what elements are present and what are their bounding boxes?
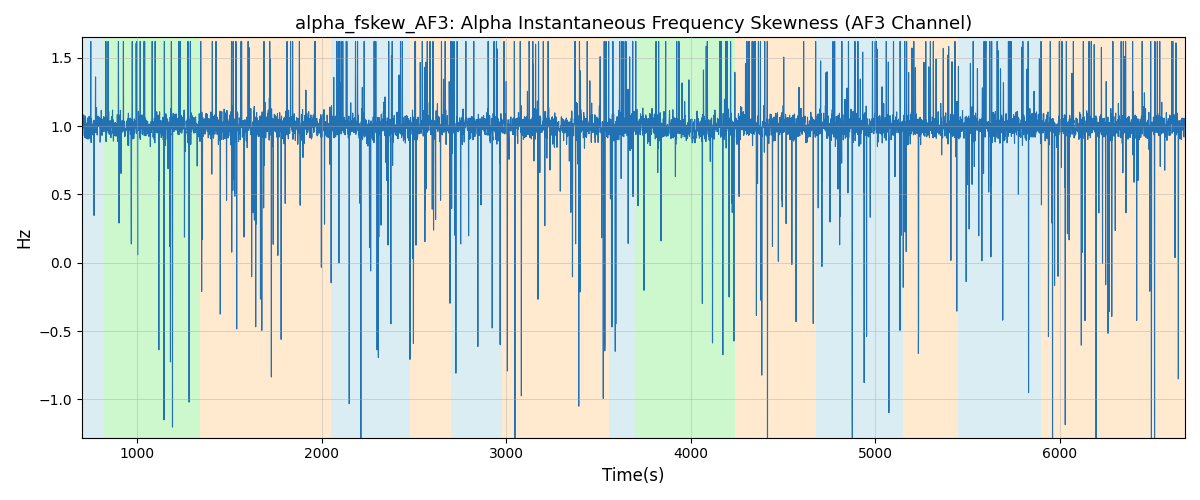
Bar — [104, 38, 200, 438]
Bar — [816, 38, 902, 438]
Bar — [610, 38, 635, 438]
X-axis label: Time(s): Time(s) — [602, 467, 665, 485]
Bar — [503, 38, 610, 438]
Title: alpha_fskew_AF3: Alpha Instantaneous Frequency Skewness (AF3 Channel): alpha_fskew_AF3: Alpha Instantaneous Fre… — [295, 15, 972, 34]
Bar — [958, 38, 1042, 438]
Bar — [200, 38, 331, 438]
Y-axis label: Hz: Hz — [14, 227, 32, 248]
Bar — [734, 38, 816, 438]
Bar — [1042, 38, 1184, 438]
Bar — [410, 38, 451, 438]
Bar — [902, 38, 958, 438]
Bar — [635, 38, 734, 438]
Bar — [331, 38, 410, 438]
Bar — [82, 38, 104, 438]
Bar — [451, 38, 503, 438]
